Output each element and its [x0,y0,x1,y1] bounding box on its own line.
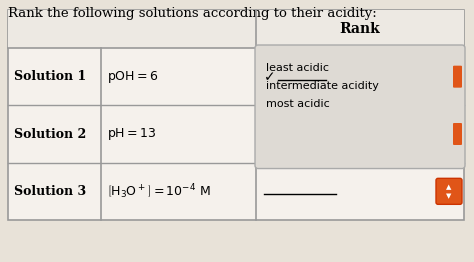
Text: Rank the following solutions according to their acidity:: Rank the following solutions according t… [8,7,377,20]
FancyBboxPatch shape [453,66,462,88]
Text: $\mathrm{pH} = 13$: $\mathrm{pH} = 13$ [107,126,156,142]
FancyBboxPatch shape [436,178,462,204]
Text: ▼: ▼ [447,193,452,199]
Text: Solution 2: Solution 2 [14,128,86,140]
Text: $\mathrm{pOH} = 6$: $\mathrm{pOH} = 6$ [107,69,159,85]
Text: Solution 1: Solution 1 [14,70,86,83]
FancyBboxPatch shape [255,45,465,168]
Text: $\left[\mathrm{H_3O^+}\right] = 10^{-4}\ \mathrm{M}$: $\left[\mathrm{H_3O^+}\right] = 10^{-4}\… [107,182,211,201]
Text: ✓: ✓ [264,70,275,84]
Text: Rank: Rank [340,22,380,36]
Text: ▲: ▲ [447,184,452,190]
Text: intermediate acidity: intermediate acidity [266,81,379,91]
Text: Solution 3: Solution 3 [14,185,86,198]
Text: least acidic: least acidic [266,63,329,73]
FancyBboxPatch shape [453,123,462,145]
Text: most acidic: most acidic [266,99,330,109]
Bar [8,10,464,220]
Bar [8,10,464,48]
